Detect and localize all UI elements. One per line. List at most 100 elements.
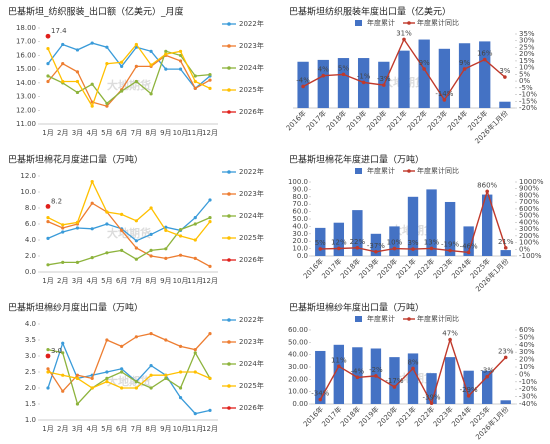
x-tick-label: 9月 <box>160 425 171 433</box>
data-label: 12% <box>331 238 347 246</box>
point <box>164 225 168 229</box>
point <box>105 62 109 66</box>
point <box>402 37 406 42</box>
y2-tick-label: 900% <box>519 185 539 193</box>
watermark: 大地期货 <box>107 226 151 240</box>
point <box>208 408 212 412</box>
y-tick-label: 3.0 <box>25 352 36 360</box>
bar <box>315 350 326 404</box>
data-label: 23% <box>498 347 514 355</box>
legend-marker <box>227 318 231 322</box>
point <box>46 367 50 371</box>
y-tick-label: 70.0 <box>292 200 308 208</box>
chart-title: 巴基斯坦棉花月度进口量（万吨） <box>8 154 143 166</box>
point <box>120 60 124 64</box>
data-label: 31% <box>396 29 412 37</box>
legend-label: 2025年 <box>239 233 264 242</box>
point <box>120 344 124 348</box>
data-label: -4% <box>296 76 310 84</box>
data-label: 3.0 <box>51 347 62 355</box>
point <box>164 338 168 342</box>
point <box>337 246 341 251</box>
x-tick-label: 11月 <box>187 129 203 137</box>
bar <box>481 194 493 256</box>
point <box>75 373 80 377</box>
legend-marker <box>227 384 231 388</box>
legend-label: 2023年 <box>239 337 264 346</box>
point <box>149 49 153 53</box>
y-tick-label: 40.00 <box>288 351 308 359</box>
point <box>134 335 138 339</box>
point <box>45 353 51 359</box>
y2-tick-label: 60% <box>519 326 535 334</box>
legend-label: 年度累计 <box>367 166 395 175</box>
y2-tick-label: -10% <box>519 91 537 99</box>
point <box>164 256 168 260</box>
y2-tick-label: 50% <box>519 333 535 341</box>
series-line <box>47 217 211 266</box>
bar <box>337 58 350 108</box>
point <box>46 263 50 267</box>
point <box>164 67 168 71</box>
legend-label: 2024年 <box>239 211 264 220</box>
point <box>466 250 471 255</box>
x-tick-label: 3月 <box>72 277 83 285</box>
point <box>105 104 109 108</box>
point <box>193 222 197 226</box>
y2-tick-label: -100% <box>519 252 542 260</box>
legend-marker <box>227 236 231 240</box>
legend-marker <box>227 88 231 92</box>
point <box>134 257 138 261</box>
y2-tick-label: 500% <box>519 212 539 220</box>
point <box>164 373 168 377</box>
x-tick-label: 8月 <box>145 277 156 285</box>
legend-label: 2023年 <box>239 189 264 198</box>
y-tick-label: 12.00 <box>16 106 36 114</box>
y-tick-label: 90.0 <box>292 185 308 193</box>
data-label: -2% <box>369 366 383 374</box>
x-tick-label: 1月 <box>42 129 53 137</box>
legend-marker <box>227 66 231 70</box>
point <box>120 89 124 93</box>
y-tick-label: 10.0 <box>20 188 36 196</box>
point <box>61 62 65 66</box>
y-tick-label: 11.00 <box>16 120 36 128</box>
bar <box>500 250 511 256</box>
data-label: 860% <box>477 181 497 189</box>
y2-tick-label: 600% <box>519 205 539 213</box>
point <box>411 247 415 251</box>
data-label: 3% <box>499 67 510 75</box>
point <box>355 375 360 380</box>
y2-tick-label: 10% <box>519 64 535 72</box>
data-label: 16% <box>477 50 493 58</box>
point <box>75 220 80 224</box>
data-label: 8% <box>407 358 418 366</box>
point <box>149 254 153 258</box>
chart-title: 巴基斯坦棉花年度进口量（万吨） <box>289 154 424 166</box>
bar <box>499 101 511 108</box>
point <box>337 364 341 369</box>
x-tick-label: 6月 <box>116 277 127 285</box>
y2-tick-label: 1000% <box>519 178 544 186</box>
data-label: -1% <box>357 72 371 80</box>
y2-tick-label: 20% <box>519 356 535 364</box>
y-tick-label: 10.0 <box>292 245 308 253</box>
y-tick-label: 13.00 <box>16 93 36 101</box>
point <box>134 239 138 243</box>
point <box>105 222 109 226</box>
point <box>382 83 386 87</box>
watermark: 大地期货 <box>107 78 151 92</box>
y2-tick-label: -40% <box>519 400 537 408</box>
point <box>90 376 94 380</box>
legend-label: 2022年 <box>239 19 264 28</box>
point <box>392 246 397 251</box>
legend-marker <box>227 22 231 26</box>
bar <box>352 210 363 256</box>
legend-marker <box>407 317 411 321</box>
point <box>429 401 434 406</box>
bar <box>438 48 451 108</box>
point <box>75 376 80 380</box>
data-label: -3% <box>377 75 391 83</box>
legend-label: 年度累计同比 <box>417 18 459 27</box>
series-line <box>47 42 211 90</box>
